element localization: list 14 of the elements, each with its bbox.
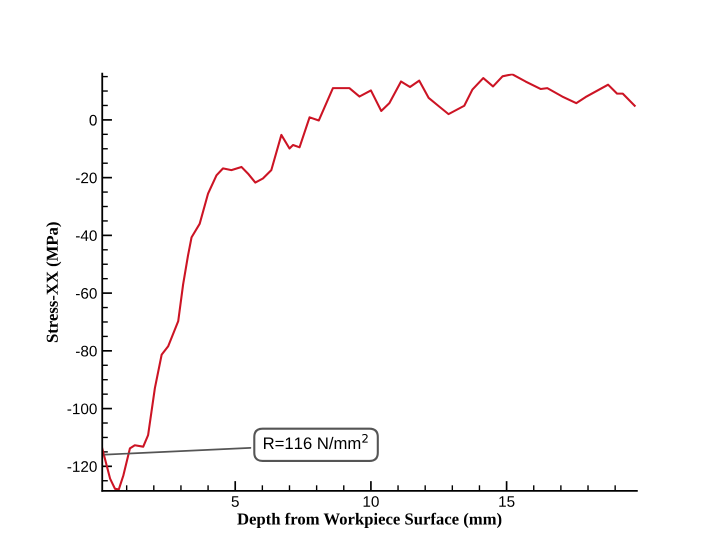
y-tick-label: -60 — [76, 288, 97, 299]
y-tick-label: -40 — [76, 230, 97, 242]
y-tick-label: -100 — [67, 403, 97, 414]
x-tick-label: 10 — [364, 496, 379, 507]
y-tick-label: -20 — [76, 172, 97, 184]
x-tick-label: 5 — [232, 496, 239, 507]
y-tick-label: -120 — [67, 461, 97, 472]
annotation: R=116 N/mm$^{2}$ — [264, 434, 368, 450]
y-tick-label: 0 — [89, 114, 97, 126]
y-axis-title: Stress-XX (MPa) — [46, 222, 62, 342]
y-tick-label: -80 — [76, 346, 97, 357]
line-series — [102, 74, 636, 490]
x-axis-title: Depth from Workpiece Surface (mm) — [237, 512, 502, 528]
x-tick-label: 15 — [499, 496, 514, 507]
